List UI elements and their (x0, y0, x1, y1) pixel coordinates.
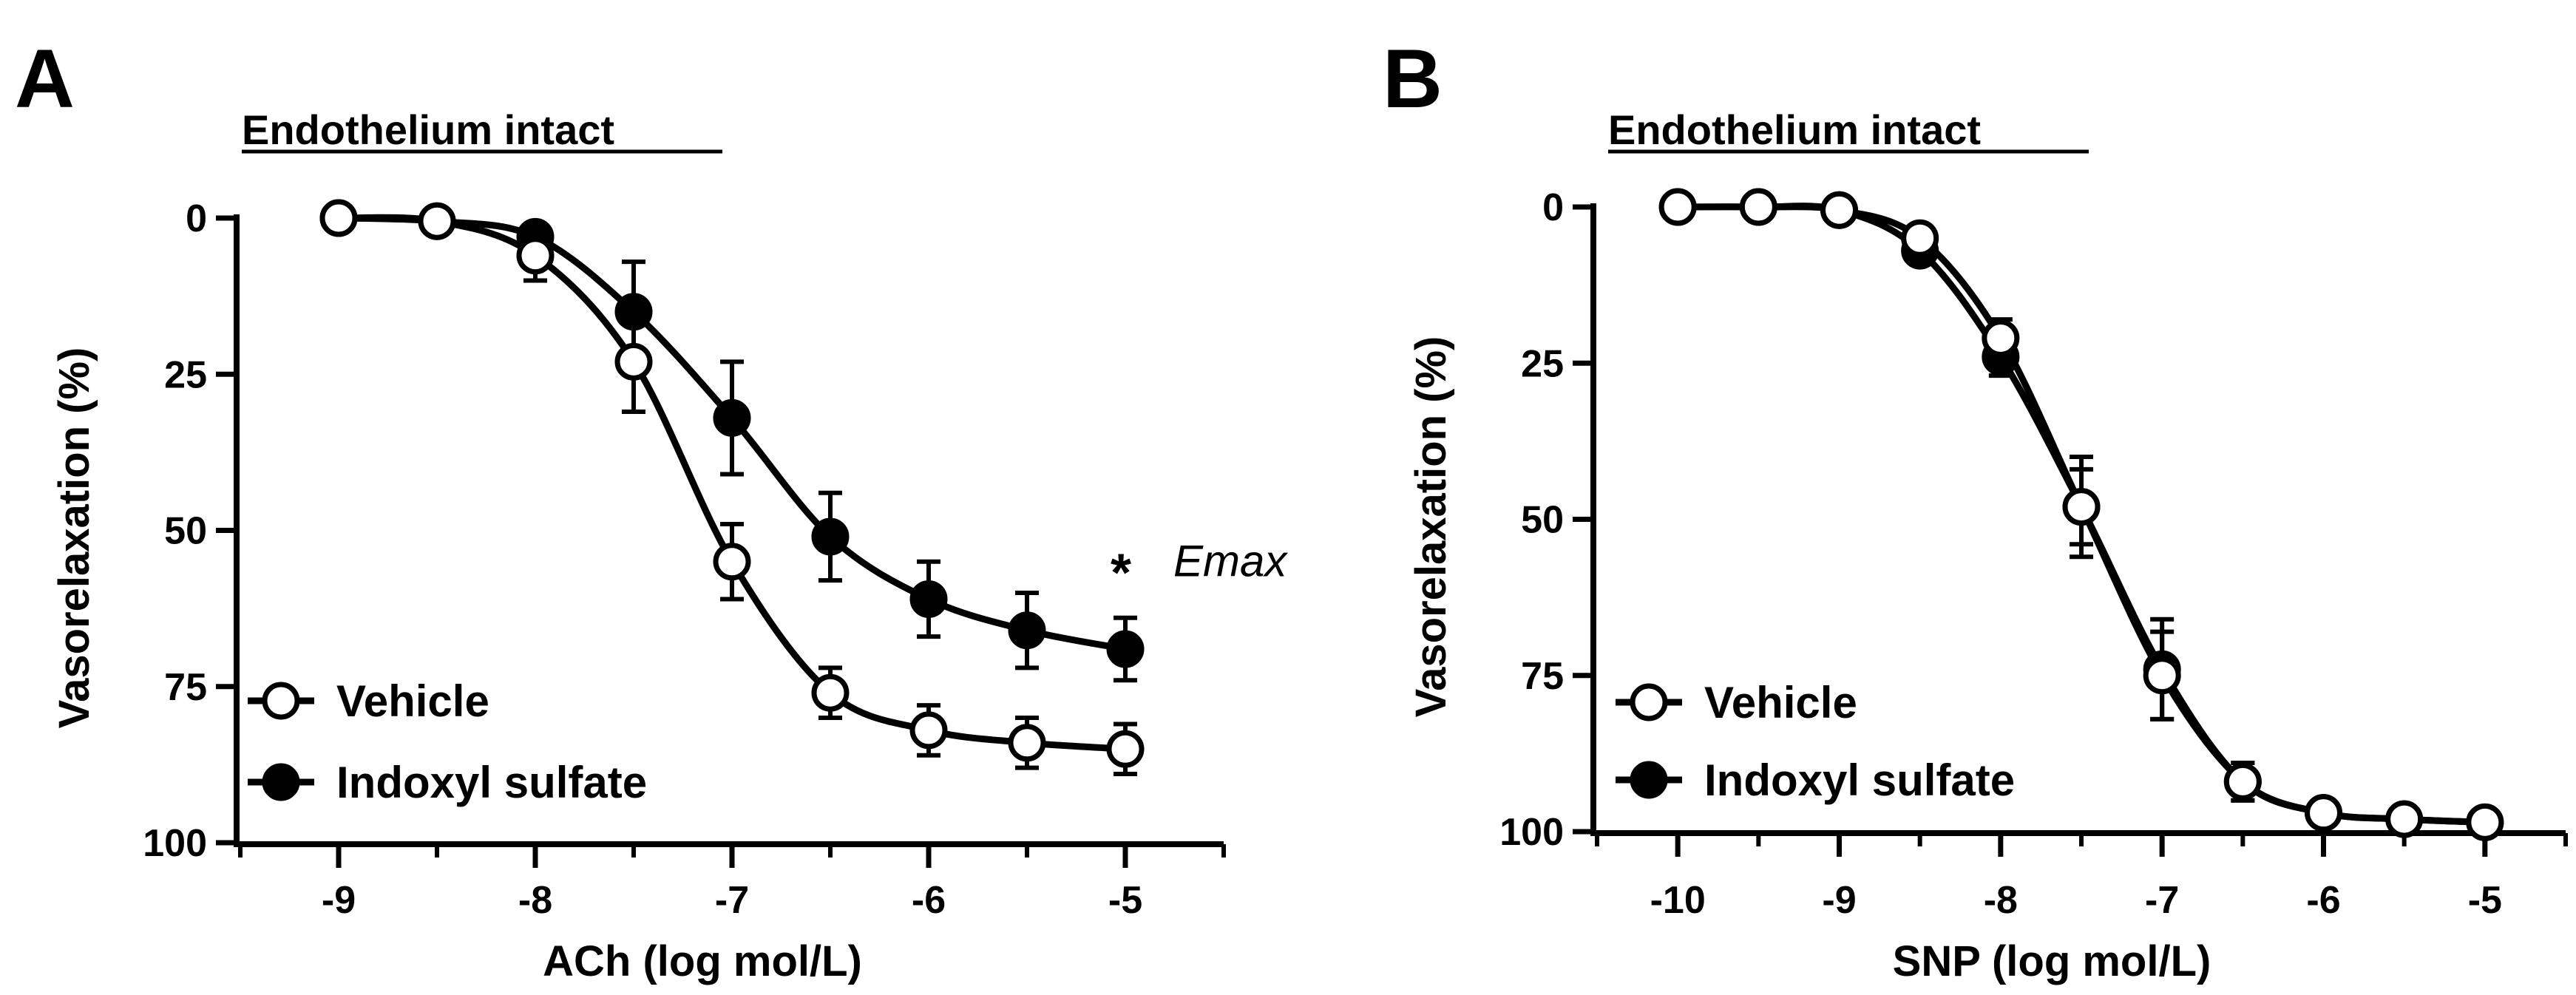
x-tick-label: -8 (518, 879, 552, 922)
data-point (1658, 188, 1697, 226)
data-point (1008, 611, 1046, 650)
x-tick-label: -7 (715, 879, 749, 922)
legend-entry: Indoxyl sulfate (248, 758, 647, 807)
data-point (1820, 191, 1858, 229)
legend-entry: Vehicle (1616, 678, 1857, 727)
data-point (1739, 188, 1777, 226)
legend-label: Vehicle (336, 676, 489, 726)
x-tick-label: -5 (2468, 879, 2502, 922)
legend-marker (262, 682, 300, 720)
legend-entry: Indoxyl sulfate (1616, 755, 2015, 805)
legend-marker (1630, 683, 1668, 721)
data-point (2305, 794, 2342, 832)
y-axis-label: Vasorelaxation (%) (1407, 336, 1455, 718)
legend-marker (1630, 761, 1668, 799)
y-tick-label: 50 (164, 510, 207, 553)
y-tick-label: 100 (1499, 811, 1564, 854)
data-point (909, 711, 948, 750)
data-point (909, 580, 948, 618)
x-tick-label: -9 (1822, 879, 1856, 922)
data-point (1901, 219, 1939, 257)
x-axis-label: ACh (log mol/L) (543, 937, 862, 985)
y-tick-label: 75 (1521, 655, 1564, 698)
data-point (418, 202, 456, 240)
x-axis-label: SNP (log mol/L) (1893, 937, 2211, 985)
y-tick-label: 75 (164, 666, 207, 709)
data-point (713, 398, 751, 437)
data-point (713, 543, 751, 581)
x-tick-label: -9 (322, 879, 356, 922)
x-tick-label: -5 (1108, 879, 1142, 922)
y-axis-label: Vasorelaxation (%) (50, 347, 98, 729)
data-point (2466, 803, 2504, 841)
legend-label: Indoxyl sulfate (336, 758, 647, 807)
data-point (516, 237, 555, 275)
data-point (1008, 724, 1046, 762)
legend-entry: Vehicle (248, 676, 489, 726)
chart-panel-b: B Endothelium intact 0 25 50 75 100 -10 -9 -8 -7 -6… (1383, 33, 2568, 985)
annotation-label: Emax (1173, 536, 1288, 585)
x-tick-label: -6 (912, 879, 946, 922)
series-line (338, 214, 1126, 753)
x-tick-label: -8 (1984, 879, 2018, 922)
data-point (2143, 656, 2181, 695)
data-point (1982, 319, 2020, 357)
data-point (1106, 730, 1145, 768)
x-tick-label: -10 (1650, 879, 1706, 922)
panel-letter: A (15, 33, 75, 125)
series-vehicle (319, 199, 1145, 777)
significance-star: * (1111, 543, 1131, 602)
data-point (319, 199, 358, 237)
y-tick-label: 100 (143, 822, 207, 865)
panel-title: Endothelium intact (1608, 106, 1981, 153)
legend-label: Indoxyl sulfate (1704, 755, 2015, 805)
data-point (1106, 630, 1145, 668)
x-tick-label: -7 (2145, 879, 2179, 922)
legend-label: Vehicle (1704, 678, 1857, 727)
legend-marker (262, 763, 300, 801)
data-point (2062, 488, 2101, 526)
y-tick-label: 0 (1542, 186, 1564, 229)
y-tick-label: 0 (186, 197, 207, 240)
x-tick-label: -6 (2306, 879, 2340, 922)
panel-letter: B (1383, 33, 1443, 125)
y-tick-label: 25 (1521, 342, 1564, 385)
data-point (614, 342, 653, 381)
chart-panel-a: A Endothelium intact 0 25 50 75 100 -9 -8 -7 -6 -5 A… (15, 33, 1288, 985)
y-tick-label: 25 (164, 353, 207, 396)
data-point (811, 673, 850, 712)
y-tick-label: 50 (1521, 499, 1564, 542)
data-point (811, 517, 850, 556)
data-point (2223, 762, 2262, 801)
series-vehicle (1658, 188, 2504, 841)
data-point (2385, 800, 2424, 838)
panel-title: Endothelium intact (242, 106, 614, 153)
